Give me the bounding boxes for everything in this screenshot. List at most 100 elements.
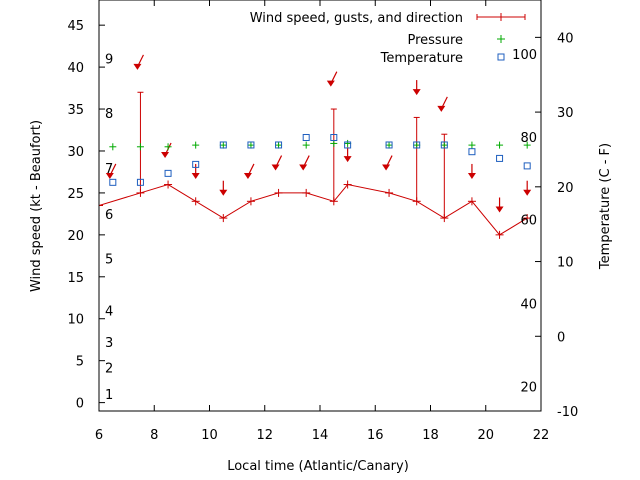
plot-frame	[98, 0, 542, 412]
y-tick-label: 25	[67, 187, 84, 202]
beaufort-label: 8	[105, 107, 113, 122]
y2-tick-label: 30	[557, 106, 574, 121]
x-tick-label: 18	[422, 428, 439, 443]
fahrenheit-label: 60	[520, 214, 537, 229]
wind-direction-arrow	[191, 163, 200, 179]
wind-direction-arrow	[161, 142, 172, 158]
wind-direction-arrow	[326, 71, 338, 87]
x-tick-label: 20	[477, 428, 494, 443]
temperature-point	[440, 141, 448, 149]
beaufort-label: 1	[105, 388, 113, 403]
y-tick-label: 30	[67, 145, 84, 160]
x-tick-label: 14	[312, 428, 329, 443]
wind-speed-point	[523, 214, 532, 223]
fahrenheit-label: 80	[520, 131, 537, 146]
pressure-point	[136, 143, 144, 151]
wind-speed-point	[467, 197, 476, 206]
fahrenheit-label: 40	[520, 297, 537, 312]
temperature-point	[330, 133, 338, 141]
temperature-point	[136, 178, 144, 186]
wind-speed-point	[219, 214, 228, 223]
y2-axis-title: Temperature (C - F)	[598, 143, 613, 270]
wind-speed-point	[246, 197, 255, 206]
wind-direction-arrow	[523, 180, 532, 196]
wind-direction-arrow	[467, 163, 476, 179]
legend-swatch	[476, 13, 526, 21]
beaufort-label: 2	[105, 361, 113, 376]
y-tick-label: 10	[67, 313, 84, 328]
y-tick-label: 15	[67, 271, 84, 286]
legend-swatch	[497, 53, 505, 61]
temperature-point	[192, 160, 200, 168]
y-axis-title: Wind speed (kt - Beaufort)	[29, 120, 44, 292]
wind-direction-arrow	[133, 54, 144, 70]
wind-gust-bar	[330, 108, 337, 202]
y-tick-label: 0	[76, 397, 84, 412]
pressure-point	[385, 141, 393, 149]
temperature-point	[109, 178, 117, 186]
wind-speed-point	[99, 201, 103, 210]
x-tick-label: 16	[367, 428, 384, 443]
x-axis-title: Local time (Atlantic/Canary)	[227, 459, 409, 474]
y-tick-label: 45	[67, 19, 84, 34]
wind-speed-point	[274, 188, 283, 197]
beaufort-label: 6	[105, 208, 113, 223]
wind-direction-arrow	[299, 155, 310, 171]
temperature-point	[413, 141, 421, 149]
legend: Wind speed, gusts, and direction Pressure…	[250, 11, 526, 66]
x-tick-label: 6	[95, 428, 103, 443]
fahrenheit-label: 100	[512, 48, 537, 63]
y2-tick-label: -10	[557, 405, 578, 420]
x-tick-label: 8	[150, 428, 158, 443]
pressure-point	[109, 143, 117, 151]
temperature-point	[385, 141, 393, 149]
wind-direction-arrow	[437, 96, 448, 112]
temperature-point	[344, 141, 352, 149]
temperature-point	[247, 141, 255, 149]
temperature-point	[523, 162, 531, 170]
y2-tick-label: 40	[557, 31, 574, 46]
pressure-point	[344, 139, 352, 147]
legend-swatch	[497, 35, 505, 43]
temperature-point	[468, 148, 476, 156]
y2-tick-label: 20	[557, 181, 574, 196]
wind-direction-arrow	[78, 88, 88, 103]
temperature-point	[302, 133, 310, 141]
x-tick-label: 10	[201, 428, 218, 443]
y-tick-label: 35	[67, 103, 84, 118]
wind-direction-arrow	[243, 163, 255, 179]
pressure-point	[247, 141, 255, 149]
wind-gust-bar	[413, 116, 420, 202]
wind-speed-point	[385, 188, 394, 197]
legend-label: Wind speed, gusts, and direction	[250, 11, 463, 26]
temperature-point	[275, 141, 283, 149]
pressure-point	[468, 141, 476, 149]
pressure-point	[219, 141, 227, 149]
wind-direction-arrow	[271, 155, 283, 171]
fahrenheit-label: 20	[520, 380, 537, 395]
temperature-point	[164, 169, 172, 177]
beaufort-label: 9	[105, 53, 113, 68]
beaufort-label: 3	[105, 336, 113, 351]
wind-speed-point	[302, 188, 311, 197]
x-tick-label: 12	[256, 428, 273, 443]
wind-direction-arrow	[343, 147, 352, 163]
wind-direction-arrow	[495, 197, 504, 213]
pressure-point	[330, 139, 338, 147]
wind-speed-point	[191, 197, 200, 206]
wind-direction-arrow	[412, 80, 421, 96]
y2-tick-label: 10	[557, 256, 574, 271]
y2-tick-label: 0	[557, 330, 565, 345]
beaufort-label: 5	[105, 252, 113, 267]
pressure-point	[496, 141, 504, 149]
legend-label: Pressure	[407, 33, 463, 48]
pressure-point	[440, 141, 448, 149]
y-tick-label: 20	[67, 229, 84, 244]
temperature-point	[219, 141, 227, 149]
temperature-point	[496, 154, 504, 162]
wind-direction-arrow	[105, 163, 117, 179]
pressure-point	[523, 141, 531, 149]
wind-direction-arrow	[382, 155, 393, 171]
legend-label: Temperature	[380, 51, 463, 66]
